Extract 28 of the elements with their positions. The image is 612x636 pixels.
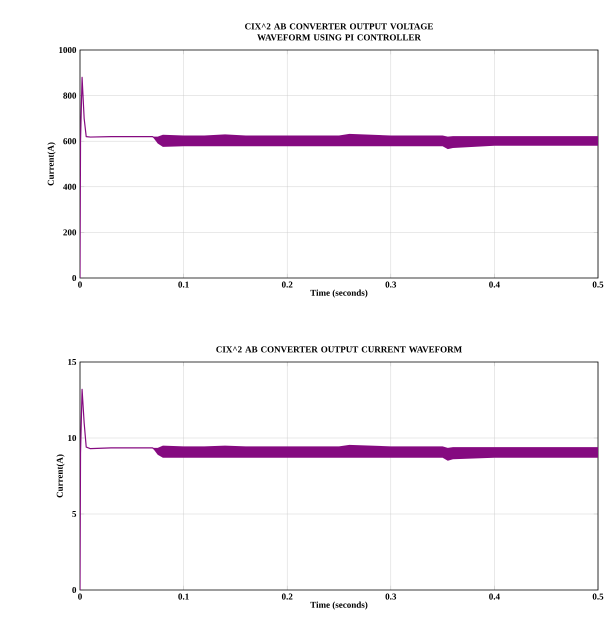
x-tick-label: 0.4 — [489, 594, 500, 600]
y-axis-title: Current(A) — [47, 142, 56, 186]
x-axis-title: Time (seconds) — [310, 290, 368, 298]
y-tick-label: 800 — [63, 92, 76, 99]
y-tick-label: 10 — [68, 434, 76, 442]
y-tick-label: 5 — [72, 511, 76, 517]
x-tick-label: 0.3 — [386, 282, 396, 288]
y-axis-title: Current(A) — [56, 454, 65, 498]
chart-title: CIX^2 AB CONVERTER OUTPUT CURRENT WAVEFORM — [216, 346, 462, 352]
y-tick-label: 600 — [63, 138, 76, 144]
y-tick-label: 0 — [72, 274, 76, 282]
x-tick-label: 0 — [78, 594, 82, 600]
y-tick-label: 200 — [63, 229, 76, 236]
x-tick-label: 0.2 — [282, 594, 292, 600]
x-tick-label: 0.4 — [489, 282, 500, 288]
x-tick-label: 0.1 — [178, 594, 189, 600]
x-tick-label: 0 — [78, 282, 82, 288]
y-tick-label: 1000 — [59, 46, 76, 54]
y-tick-label: 400 — [63, 184, 76, 190]
x-tick-label: 0.5 — [592, 594, 604, 600]
x-axis-title: Time (seconds) — [310, 602, 368, 610]
x-tick-label: 0.2 — [282, 282, 292, 288]
y-tick-label: 15 — [68, 358, 76, 366]
x-tick-label: 0.3 — [386, 594, 396, 600]
x-tick-label: 0.5 — [592, 282, 604, 288]
x-tick-label: 0.1 — [178, 282, 189, 288]
y-tick-label: 0 — [72, 586, 76, 594]
chart-title: CIX^2 AB CONVERTER OUTPUT VOLTAGE WAVEFORM USING PI CONTROLLER — [245, 23, 433, 40]
